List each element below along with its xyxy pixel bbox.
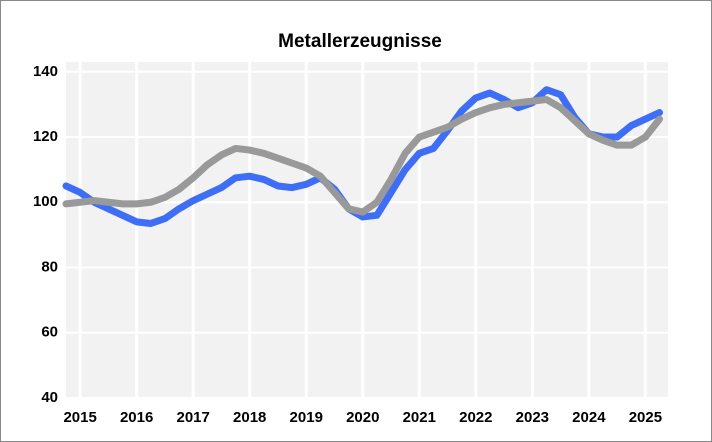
x-tick-label: 2015 <box>63 409 96 426</box>
x-tick-label: 2016 <box>120 409 153 426</box>
line <box>62 96 664 216</box>
plot-area <box>66 62 668 398</box>
y-tick-label: 100 <box>33 193 58 210</box>
x-tick-label: 2022 <box>459 409 492 426</box>
x-tick-label: 2017 <box>176 409 209 426</box>
y-tick-label: 140 <box>33 63 58 80</box>
x-tick-label: 2025 <box>629 409 662 426</box>
x-tick-label: 2023 <box>516 409 549 426</box>
x-tick-label: 2020 <box>346 409 379 426</box>
x-tick-label: 2024 <box>572 409 606 426</box>
x-tick-label: 2018 <box>233 409 266 426</box>
line <box>62 86 664 227</box>
y-tick-label: 60 <box>41 324 58 341</box>
x-tick-label: 2019 <box>290 409 323 426</box>
y-tick-label: 40 <box>41 389 58 406</box>
chart-title: Metallerzeugnisse <box>278 31 442 52</box>
y-tick-label: 120 <box>33 128 58 145</box>
x-tick-label: 2021 <box>403 409 436 426</box>
y-tick-label: 80 <box>41 258 58 275</box>
